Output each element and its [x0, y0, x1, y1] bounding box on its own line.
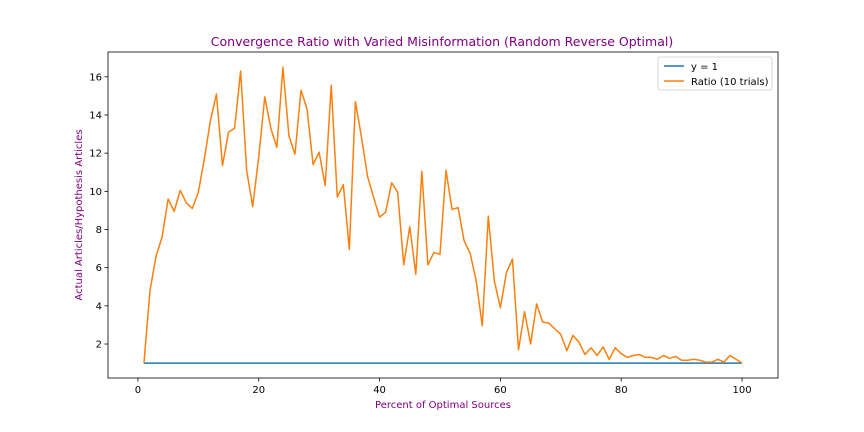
legend: y = 1 Ratio (10 trials) — [657, 56, 773, 91]
x-tick-label: 0 — [135, 385, 141, 396]
y-axis-ticks: 2 4 6 8 10 12 14 16 — [89, 72, 108, 351]
legend-label-y-equals-1: y = 1 — [691, 62, 718, 73]
y-tick-label: 10 — [89, 187, 102, 198]
y-tick-label: 2 — [96, 340, 102, 351]
x-tick-label: 20 — [252, 385, 265, 396]
chart-title: Convergence Ratio with Varied Misinforma… — [211, 34, 673, 49]
legend-label-ratio: Ratio (10 trials) — [691, 77, 769, 88]
y-tick-label: 14 — [89, 110, 102, 121]
y-axis-label: Actual Articles/Hypothesis Articles — [74, 129, 85, 300]
y-tick-label: 4 — [96, 301, 102, 312]
x-axis-label: Percent of Optimal Sources — [375, 400, 511, 411]
x-tick-label: 100 — [733, 385, 752, 396]
axes-frame — [107, 51, 779, 379]
series-layer — [143, 66, 743, 364]
x-tick-label: 60 — [494, 385, 507, 396]
y-tick-label: 12 — [89, 149, 102, 160]
plot-area: 0 20 40 60 80 100 2 4 6 8 10 12 14 16 — [89, 51, 779, 396]
legend-frame — [657, 56, 773, 91]
y-tick-label: 6 — [96, 263, 102, 274]
x-tick-label: 80 — [615, 385, 628, 396]
series-line-1 — [143, 66, 743, 364]
x-tick-label: 40 — [373, 385, 386, 396]
y-tick-label: 8 — [96, 225, 102, 236]
x-axis-ticks: 0 20 40 60 80 100 — [135, 378, 752, 396]
y-tick-label: 16 — [89, 72, 102, 83]
